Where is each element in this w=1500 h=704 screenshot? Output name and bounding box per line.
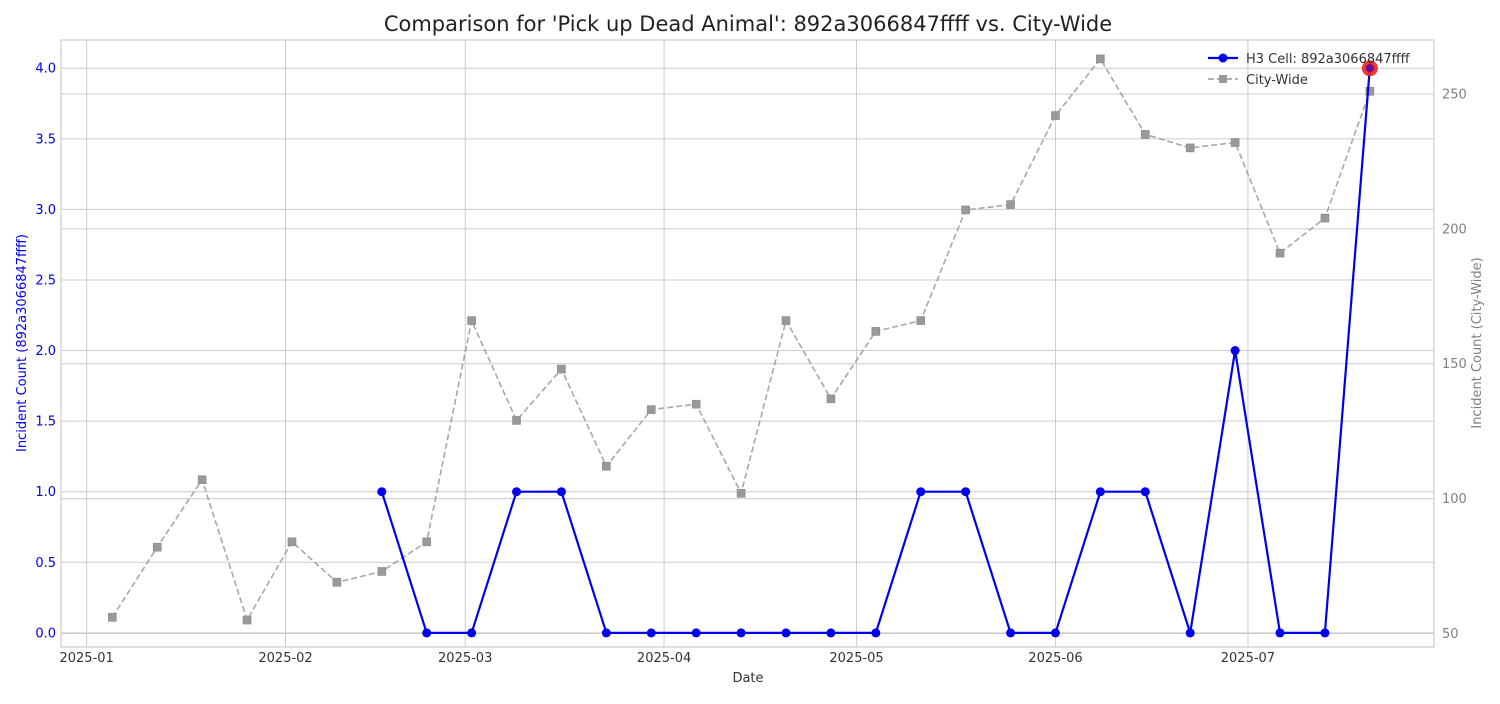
chart-title: Comparison for 'Pick up Dead Animal': 89… — [384, 12, 1112, 36]
x-tick-label: 2025-07 — [1221, 651, 1275, 666]
h3-cell-marker — [1006, 628, 1016, 638]
h3-cell-marker — [1230, 346, 1240, 356]
h3-cell-marker — [826, 628, 836, 638]
y-axis-right-label: Incident Count (City-Wide) — [1470, 257, 1485, 428]
h3-cell-marker — [1140, 487, 1150, 497]
legend: H3 Cell: 892a3066847ffff City-Wide — [1208, 52, 1411, 88]
h3-cell-marker — [781, 628, 791, 638]
y-axis-left-label: Incident Count (892a3066847ffff) — [15, 234, 30, 452]
h3-cell-marker — [512, 487, 522, 497]
city-wide-marker — [287, 537, 297, 547]
x-tick-label: 2025-01 — [59, 651, 113, 666]
y-right-tick-label: 50 — [1442, 627, 1459, 642]
city-wide-marker — [512, 416, 521, 425]
x-tick-label: 2025-06 — [1028, 651, 1082, 666]
h3-cell-marker — [377, 487, 387, 497]
y-left-tick-label: 1.5 — [35, 415, 56, 430]
legend-label-h3-cell: H3 Cell: 892a3066847ffff — [1246, 52, 1411, 67]
y-left-tick-label: 0.0 — [35, 626, 56, 641]
h3-cell-marker — [646, 628, 656, 638]
city-wide-marker — [736, 488, 746, 498]
h3-cell-marker — [691, 628, 701, 638]
h3-cell-marker — [871, 628, 881, 638]
city-wide-marker — [422, 537, 432, 547]
city-wide-marker — [1275, 248, 1285, 258]
x-tick-label: 2025-04 — [637, 651, 691, 666]
city-wide-marker — [781, 316, 791, 325]
axis-layer: 2025-01 2025-02 2025-03 2025-04 2025-05 2025-… — [35, 62, 1467, 666]
highlight-marker-core — [1365, 64, 1374, 73]
city-wide-marker — [332, 577, 342, 587]
city-wide-marker — [557, 364, 566, 374]
city-wide-marker — [1230, 138, 1240, 147]
city-wide-marker — [197, 475, 207, 485]
h3-cell-marker — [961, 487, 971, 497]
h3-cell-marker — [1095, 487, 1105, 497]
y-right-tick-label: 150 — [1442, 357, 1467, 372]
city-wide-marker — [1006, 200, 1015, 209]
x-tick-label: 2025-05 — [829, 651, 883, 666]
h3-cell-marker — [1050, 628, 1060, 638]
y-right-tick-label: 100 — [1442, 492, 1467, 507]
y-left-tick-label: 3.0 — [35, 203, 56, 218]
y-left-tick-label: 1.0 — [35, 485, 56, 500]
city-wide-marker — [152, 542, 162, 552]
plot-frame — [60, 39, 1435, 648]
city-wide-marker — [108, 613, 117, 622]
h3-cell-marker — [601, 628, 611, 638]
city-wide-marker — [646, 405, 656, 414]
city-wide-marker — [1140, 130, 1150, 139]
city-wide-marker — [1051, 111, 1060, 120]
city-wide-marker — [871, 327, 881, 336]
x-axis-label: Date — [732, 671, 763, 686]
city-wide-marker — [377, 567, 387, 576]
grid-layer — [61, 40, 1434, 647]
x-tick-label: 2025-03 — [438, 651, 492, 666]
x-tick-label: 2025-02 — [258, 651, 312, 666]
h3-cell-marker — [916, 487, 926, 497]
y-right-tick-label: 250 — [1442, 87, 1467, 102]
y-left-tick-label: 2.5 — [35, 273, 56, 288]
city-wide-marker — [1365, 86, 1375, 96]
h3-cell-marker — [422, 628, 432, 638]
city-wide-series-layer — [108, 54, 1375, 625]
city-wide-marker — [602, 461, 611, 471]
h3-cell-series-layer — [377, 60, 1378, 638]
legend-marker-h3-cell — [1218, 53, 1228, 63]
city-wide-marker — [826, 394, 836, 404]
city-wide-marker — [691, 399, 701, 409]
y-left-tick-label: 0.5 — [35, 556, 56, 571]
y-left-tick-label: 2.0 — [35, 344, 56, 359]
city-wide-marker — [961, 205, 970, 215]
city-wide-marker — [467, 316, 476, 325]
city-wide-marker — [242, 615, 252, 625]
city-wide-marker — [1185, 143, 1195, 153]
city-wide-marker — [1096, 54, 1105, 64]
city-wide-marker — [1320, 213, 1330, 223]
legend-marker-city-wide — [1219, 75, 1227, 83]
h3-cell-marker — [556, 487, 566, 497]
h3-cell-marker — [1275, 628, 1285, 638]
y-left-tick-label: 3.5 — [35, 132, 56, 147]
city-wide-marker — [916, 316, 926, 325]
y-right-tick-label: 200 — [1442, 222, 1467, 237]
h3-cell-marker — [736, 628, 746, 638]
h3-cell-marker — [1320, 628, 1330, 638]
y-left-tick-label: 4.0 — [35, 62, 56, 77]
legend-label-city-wide: City-Wide — [1246, 73, 1308, 88]
h3-cell-marker — [1185, 628, 1195, 638]
h3-cell-marker — [467, 628, 477, 638]
